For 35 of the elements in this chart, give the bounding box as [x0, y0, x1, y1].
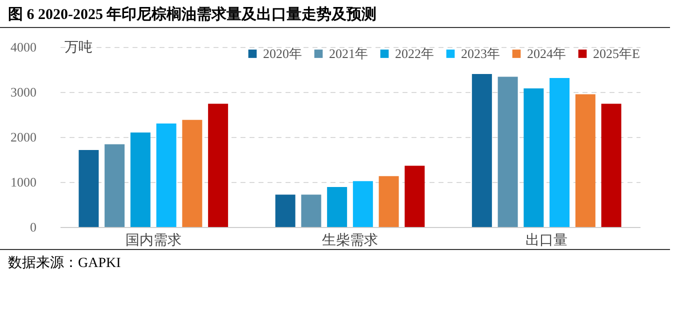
bar — [301, 194, 322, 227]
bar — [575, 94, 596, 227]
chart-title: 图 6 2020-2025 年印尼棕榈油需求量及出口量走势及预测 — [0, 0, 670, 28]
x-tick-label: 生柴需求 — [322, 232, 378, 248]
bar — [275, 194, 296, 227]
y-tick-label: 0 — [30, 220, 36, 234]
legend-label: 2023年 — [461, 46, 500, 61]
legend-label: 2024年 — [527, 46, 566, 61]
bar — [524, 88, 544, 227]
bar — [550, 78, 570, 227]
legend-label: 2022年 — [395, 46, 434, 61]
bar — [208, 104, 228, 227]
bar — [130, 132, 150, 227]
bar — [78, 150, 99, 227]
bar — [378, 176, 399, 227]
y-tick-label: 1000 — [10, 174, 36, 190]
bar — [352, 181, 373, 227]
bar — [327, 186, 348, 227]
y-tick-label: 3000 — [10, 84, 36, 100]
legend-label: 2025年E — [593, 46, 640, 61]
bar — [104, 144, 125, 227]
legend-label: 2020年 — [263, 46, 302, 61]
bar — [182, 120, 202, 227]
source-note: 数据来源：GAPKI — [0, 249, 670, 276]
bar — [156, 124, 176, 227]
x-tick-label: 出口量 — [526, 232, 568, 248]
x-tick-label: 国内需求 — [125, 232, 182, 248]
bar — [498, 76, 518, 227]
y-axis-title: 万吨 — [64, 40, 92, 56]
bar — [404, 166, 425, 227]
bar — [601, 104, 622, 227]
y-tick-label: 4000 — [10, 40, 36, 54]
bar — [472, 74, 492, 227]
legend-label: 2021年 — [329, 46, 368, 61]
y-tick-label: 2000 — [10, 130, 36, 144]
